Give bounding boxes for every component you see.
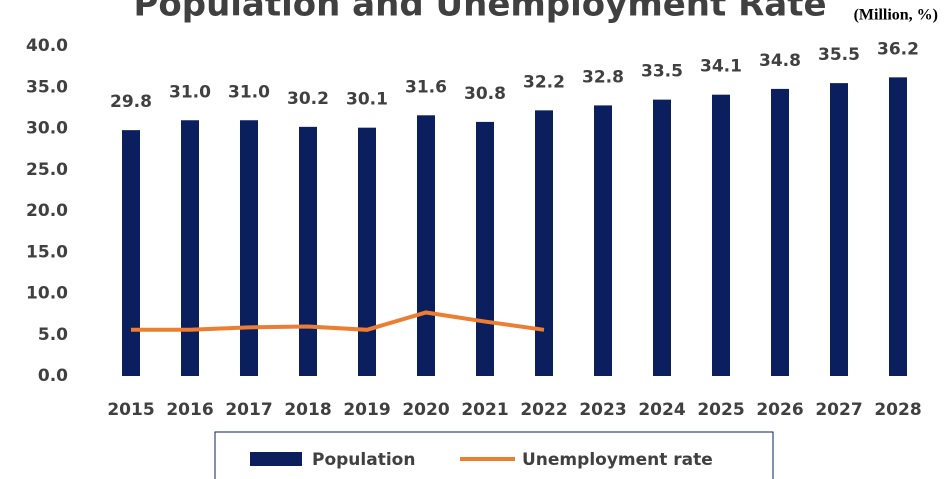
legend-label: Unemployment rate [522, 450, 713, 470]
y-tick-label: 5.0 [38, 325, 68, 345]
legend-swatch [250, 452, 302, 466]
bar [181, 120, 199, 376]
y-tick-label: 30.0 [26, 119, 68, 139]
x-tick-label: 2021 [461, 400, 508, 420]
legend-label: Population [312, 450, 415, 470]
y-tick-label: 25.0 [26, 160, 68, 180]
y-tick-label: 15.0 [26, 242, 68, 262]
x-tick-label: 2028 [874, 400, 921, 420]
x-tick-label: 2026 [756, 400, 803, 420]
bar [476, 121, 494, 377]
data-label: 29.8 [110, 92, 152, 112]
bar [122, 130, 140, 376]
x-tick-label: 2015 [107, 400, 154, 420]
y-tick-label: 35.0 [26, 77, 68, 97]
data-label: 34.1 [700, 57, 742, 77]
x-tick-label: 2020 [402, 400, 449, 420]
chart-title: Population and Unemployment Rate [133, 0, 826, 25]
data-label: 36.2 [877, 39, 919, 59]
x-tick-label: 2018 [284, 400, 331, 420]
data-label: 34.8 [759, 51, 801, 71]
data-label: 30.1 [346, 90, 388, 110]
x-tick-label: 2017 [225, 400, 272, 420]
bar [771, 88, 789, 377]
x-tick-label: 2024 [638, 400, 685, 420]
x-tick-label: 2023 [579, 400, 626, 420]
y-tick-label: 40.0 [26, 36, 68, 56]
bar [653, 99, 671, 376]
x-tick-label: 2027 [815, 400, 862, 420]
bar [358, 127, 376, 376]
bar [889, 77, 907, 376]
y-tick-label: 20.0 [26, 201, 68, 221]
unit-note: (Million, %) [854, 7, 938, 24]
bar [830, 83, 848, 376]
data-label: 32.8 [582, 67, 624, 87]
x-tick-label: 2019 [343, 400, 390, 420]
x-tick-label: 2025 [697, 400, 744, 420]
data-label: 31.0 [228, 82, 270, 102]
y-tick-label: 0.0 [38, 366, 68, 386]
bar [594, 105, 612, 377]
data-label: 33.5 [641, 62, 683, 82]
bar [299, 126, 317, 376]
bar [240, 120, 258, 376]
data-label: 30.8 [464, 84, 506, 104]
x-tick-label: 2022 [520, 400, 567, 420]
bar [712, 94, 730, 377]
data-label: 31.0 [169, 82, 211, 102]
data-label: 30.2 [287, 89, 329, 109]
data-label: 32.2 [523, 72, 565, 92]
y-tick-label: 10.0 [26, 284, 68, 304]
bar [535, 110, 553, 376]
bar [417, 115, 435, 377]
x-tick-label: 2016 [166, 400, 213, 420]
legend-box [214, 431, 774, 479]
data-label: 35.5 [818, 45, 860, 65]
line [131, 310, 545, 332]
data-label: 31.6 [405, 77, 447, 97]
